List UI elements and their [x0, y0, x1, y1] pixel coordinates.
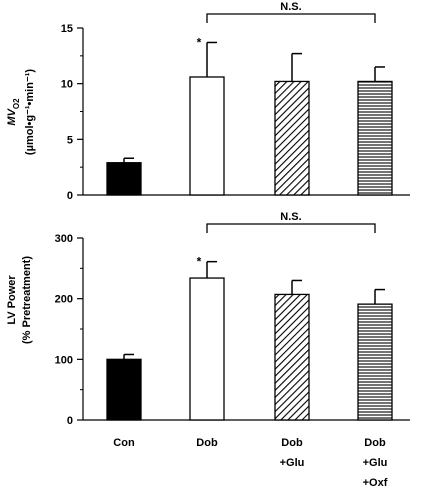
ns-label: N.S. [280, 1, 301, 13]
chart-panel-2: 0 100 200 300 * N.S. LV Power (% Pretreatment) [6, 211, 410, 427]
chart-panel-1: 0 5 10 15 * N.S. MVO2 (µmol•g⁻¹•min⁻¹) [6, 1, 410, 202]
y-tick-label: 0 [67, 415, 73, 427]
significance-marker: * [197, 35, 202, 49]
ns-label: N.S. [280, 211, 301, 223]
y-tick-label: 5 [67, 134, 73, 146]
y-axis-label: MVO2 [6, 98, 21, 126]
bar-dob-glu [274, 293, 310, 421]
y-tick-label: 15 [61, 23, 73, 35]
bar-dob-glu [274, 80, 310, 196]
bar-dob-glu-oxf [357, 80, 393, 196]
ns-bracket [206, 223, 376, 233]
ns-bracket [206, 13, 376, 23]
bar-dob [189, 277, 225, 421]
significance-marker: * [197, 255, 202, 269]
x-tick-label: +Glu [280, 457, 305, 469]
y-axis-unit-label: (µmol•g⁻¹•min⁻¹) [24, 69, 36, 155]
y-axis-unit-label: (% Pretreatment) [21, 256, 33, 344]
x-tick-label: Con [113, 437, 135, 449]
x-tick-label: +Glu [363, 457, 388, 469]
x-tick-label: Dob [281, 437, 303, 449]
bar-con [106, 358, 142, 421]
y-tick-label: 200 [55, 294, 73, 306]
bar-con [106, 162, 142, 196]
y-tick-label: 0 [67, 190, 73, 202]
x-category-labels: Con Dob Dob +Glu Dob +Glu +Oxf [113, 437, 387, 489]
y-tick-label: 10 [61, 79, 73, 91]
y-tick-label: 100 [55, 354, 73, 366]
x-tick-label: Dob [364, 437, 386, 449]
bar-dob [189, 76, 225, 196]
x-tick-label: +Oxf [363, 477, 388, 489]
bar-dob-glu-oxf [357, 303, 393, 421]
y-tick-label: 300 [55, 233, 73, 245]
x-tick-label: Dob [196, 437, 218, 449]
y-axis-label: LV Power [6, 275, 18, 325]
